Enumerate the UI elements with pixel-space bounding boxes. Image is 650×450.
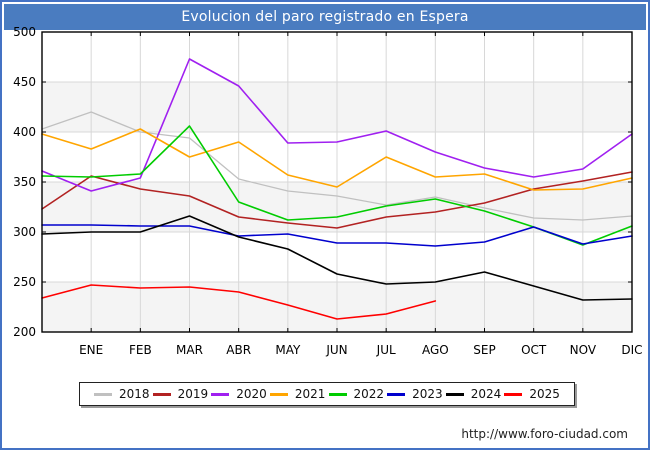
svg-text:JUN: JUN [325,343,347,357]
series-line-2021 [41,128,633,191]
svg-text:SEP: SEP [473,343,495,357]
legend-item-2018: 2018 [94,387,150,401]
svg-text:350: 350 [13,175,36,189]
footer-link[interactable]: http://www.foro-ciudad.com [461,427,628,441]
x-axis-labels: ENE FEB MAR ABR MAY JUN JUL AGO SEP OCT NOV DIC [79,343,642,357]
legend-item-2024: 2024 [445,387,502,401]
svg-text:ABR: ABR [226,343,251,357]
legend-label-2020: 2020 [236,387,267,401]
legend-dash-2020 [211,392,230,396]
legend-label-2022: 2022 [353,387,385,401]
legend-dash-2019 [152,392,171,396]
series-line-2025 [41,284,437,320]
svg-text:ENE: ENE [79,343,103,357]
legend-dash-2022 [328,392,347,396]
legend-label-2024: 2024 [470,387,502,401]
svg-text:MAY: MAY [275,343,301,357]
legend-item-2021: 2021 [269,387,326,401]
series-line-2018 [41,111,633,221]
series-line-2019 [41,171,633,229]
svg-text:200: 200 [13,325,36,339]
series-line-2024 [41,215,633,301]
svg-text:400: 400 [13,125,36,139]
svg-text:450: 450 [13,75,36,89]
svg-text:DIC: DIC [621,343,642,357]
legend-dash-2018 [94,392,112,396]
legend-dash-2025 [504,392,523,396]
legend-item-2022: 2022 [328,387,385,401]
grid-lines [42,32,632,332]
legend-label-2025: 2025 [529,387,560,401]
y-axis-labels: 200 250 300 350 400 450 500 [13,25,36,339]
series-line-2020 [41,58,633,192]
series-line-2023 [41,224,633,247]
legend-box: 2018 2019 2020 2021 2022 2023 2024 2025 [79,382,575,406]
chart-title: Evolucion del paro registrado en Espera [181,9,469,25]
legend-item-2023: 2023 [387,387,443,401]
legend-item-2020: 2020 [211,387,267,401]
legend-dash-2021 [269,392,288,396]
svg-text:NOV: NOV [570,343,597,357]
legend-item-2025: 2025 [504,387,560,401]
legend-label-2021: 2021 [294,387,326,401]
legend-label-2019: 2019 [177,387,209,401]
legend-label-2018: 2018 [119,387,150,401]
svg-text:500: 500 [13,25,36,39]
legend-item-2019: 2019 [152,387,209,401]
axis-ticks [42,32,632,332]
svg-text:MAR: MAR [176,343,203,357]
svg-text:250: 250 [13,275,36,289]
legend-dash-2024 [445,392,464,396]
svg-text:300: 300 [13,225,36,239]
series-lines [41,58,633,320]
svg-text:JUL: JUL [376,343,396,357]
svg-text:OCT: OCT [521,343,547,357]
svg-text:FEB: FEB [129,343,152,357]
legend-dash-2023 [387,392,406,396]
chart-title-bar: Evolucion del paro registrado en Espera [4,4,646,30]
svg-text:AGO: AGO [422,343,449,357]
legend-label-2023: 2023 [412,387,443,401]
